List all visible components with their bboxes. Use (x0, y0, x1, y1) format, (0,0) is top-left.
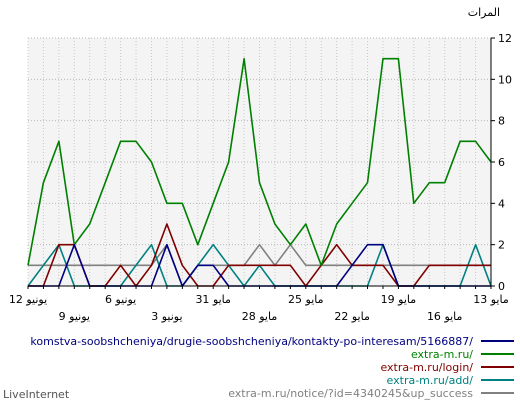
brand-watermark: LiveInternet (3, 388, 70, 401)
axes: 0 2 4 6 8 10 12 13 مايو 19 مايو 25 مايو 31 مايو 6 ي… (9, 32, 512, 323)
series-line (28, 243, 491, 287)
y-tick-label: 4 (498, 197, 505, 210)
y-tick-label: 12 (498, 32, 512, 45)
x-tick-label: 3 يونيو (151, 310, 182, 323)
y-tick-label: 8 (498, 115, 505, 128)
x-tick-label: 28 مايو (242, 310, 278, 323)
y-axis-label: المرات (468, 6, 500, 19)
x-tick-label: 25 مايو (288, 293, 324, 306)
series-line (27, 57, 492, 267)
legend: komstva-soobshcheniya/drugie-soobshcheni… (30, 335, 514, 400)
x-tick-label: 9 يونيو (59, 310, 90, 323)
x-tick-label: 22 مايو (334, 310, 370, 323)
y-tick-label: 0 (498, 280, 505, 293)
x-tick-label: 16 مايو (427, 310, 463, 323)
legend-label: extra-m.ru/notice/?id=4340245&up_success (228, 387, 473, 400)
y-tick-label: 6 (498, 156, 505, 169)
x-tick-label: 31 مايو (195, 293, 231, 306)
legend-label: komstva-soobshcheniya/drugie-soobshcheni… (30, 335, 473, 348)
x-tick-label: 19 مايو (381, 293, 417, 306)
x-tick-label: 12 يونيو (9, 293, 47, 306)
legend-label: extra-m.ru/add/ (387, 374, 474, 387)
x-tick-label: 6 يونيو (105, 293, 136, 306)
legend-label: extra-m.ru/login/ (380, 361, 473, 374)
x-tick-label: 13 مايو (473, 293, 509, 306)
y-tick-label: 2 (498, 239, 505, 252)
legend-label: extra-m.ru/ (411, 348, 473, 361)
y-tick-label: 10 (498, 73, 512, 86)
